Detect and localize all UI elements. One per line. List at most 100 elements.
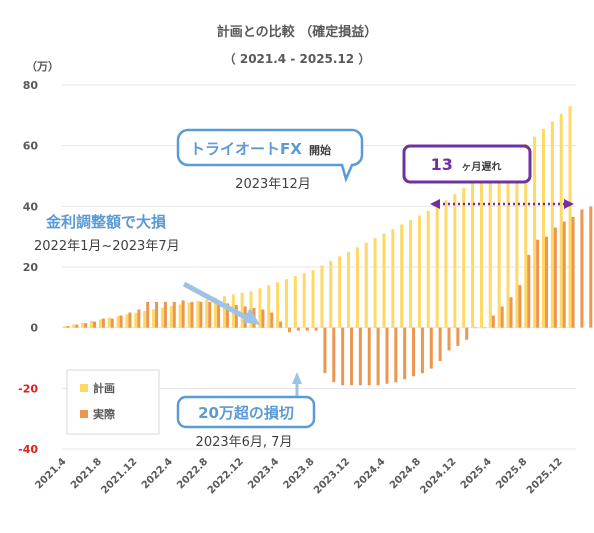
bar-actual — [509, 297, 513, 328]
bar-actual — [305, 327, 309, 331]
bar-plan — [568, 106, 572, 328]
bar-plan — [488, 169, 492, 328]
bar-actual — [367, 327, 371, 386]
x-tick-label: 2025.12 — [525, 456, 565, 496]
bar-actual — [536, 239, 540, 328]
x-tick-label: 2022.8 — [175, 456, 210, 491]
legend-swatch-plan — [80, 384, 88, 392]
bar-plan — [320, 265, 324, 328]
bar-actual — [84, 323, 88, 328]
bar-actual — [119, 315, 123, 328]
bar-actual — [491, 315, 495, 328]
bar-plan — [249, 291, 253, 328]
legend-label-plan: 計画 — [93, 381, 115, 395]
bar-actual — [571, 216, 575, 328]
delay-number: 13 — [431, 155, 453, 174]
bar-plan — [382, 233, 386, 328]
y-tick-label: 60 — [23, 140, 39, 153]
bar-actual — [429, 327, 433, 369]
bar-plan — [116, 316, 120, 328]
bar-actual — [128, 312, 132, 328]
svg-text:13 ヶ月遅れ: 13 ヶ月遅れ — [431, 155, 502, 174]
bar-plan — [240, 292, 244, 328]
fx-start-date: 2023年12月 — [235, 177, 311, 192]
bars — [63, 106, 593, 386]
bar-actual — [261, 309, 265, 328]
x-tick-label: 2025.8 — [494, 456, 529, 491]
bar-plan — [471, 182, 475, 328]
bar-plan — [329, 260, 333, 328]
x-tick-label: 2022.12 — [206, 456, 246, 496]
bar-plan — [462, 188, 466, 328]
x-tick-label: 2024.8 — [388, 456, 423, 491]
bar-plan — [178, 304, 182, 328]
bar-plan — [347, 251, 351, 328]
delay-unit: ヶ月遅れ — [461, 161, 501, 173]
bar-plan — [169, 306, 173, 328]
bar-plan — [559, 113, 563, 328]
adjust-period: 2022年1月~2023年7月 — [34, 239, 180, 254]
bar-actual — [172, 301, 176, 328]
bar-plan — [152, 309, 156, 328]
legend-swatch-actual — [80, 410, 88, 418]
bar-plan — [196, 300, 200, 328]
bar-plan — [550, 121, 554, 328]
bar-actual — [376, 327, 380, 386]
bar-plan — [90, 320, 94, 328]
chart-subtitle: （ 2021.4 - 2025.12 ） — [224, 51, 371, 66]
annotation-loss-cut: 20万超の損切 2023年6月, 7月 — [176, 372, 316, 450]
bar-actual — [101, 318, 105, 328]
bar-plan — [391, 229, 395, 328]
bar-actual — [217, 301, 221, 328]
bar-plan — [63, 326, 67, 328]
y-tick-label: 20 — [23, 261, 39, 274]
x-tick-label: 2024.12 — [418, 456, 458, 496]
bar-actual — [163, 301, 167, 328]
bar-actual — [66, 326, 70, 328]
bar-actual — [482, 327, 486, 329]
y-tick-label: 80 — [23, 79, 39, 92]
x-tick-label: 2025.4 — [459, 456, 494, 491]
bar-plan — [72, 324, 76, 328]
bar-plan — [400, 224, 404, 328]
y-tick-label: 40 — [23, 200, 39, 213]
bar-plan — [267, 285, 271, 328]
bar-actual — [465, 327, 469, 340]
bar-plan — [160, 307, 164, 328]
bar-plan — [453, 194, 457, 328]
x-tick-label: 2023.4 — [246, 456, 281, 491]
bar-actual — [93, 321, 97, 328]
bar-plan — [302, 273, 306, 328]
bar-actual — [580, 209, 584, 328]
bar-plan — [134, 312, 138, 328]
bar-plan — [524, 144, 528, 328]
bar-plan — [364, 242, 368, 328]
bar-actual — [562, 221, 566, 328]
bar-actual — [341, 327, 345, 386]
loss-cut-title: 20万超の損切 — [198, 404, 294, 422]
bar-actual — [412, 327, 416, 377]
bar-plan — [125, 314, 129, 328]
bar-actual — [323, 327, 327, 374]
chart-title: 計画との比較 （確定損益） — [217, 24, 377, 40]
bar-plan — [293, 276, 297, 328]
bar-actual — [270, 312, 274, 328]
bar-actual — [137, 309, 141, 328]
bar-actual — [358, 327, 362, 386]
x-tick-label: 2021.4 — [33, 456, 68, 491]
bar-actual — [208, 301, 212, 328]
bar-plan — [435, 206, 439, 328]
x-tick-label: 2021.12 — [99, 456, 139, 496]
bar-actual — [181, 300, 185, 328]
x-tick-label: 2024.4 — [353, 456, 388, 491]
bar-actual — [456, 327, 460, 346]
bar-plan — [417, 215, 421, 328]
y-tick-label: 0 — [30, 322, 38, 335]
bar-plan — [444, 200, 448, 328]
bar-plan — [338, 256, 342, 328]
bar-actual — [474, 327, 478, 329]
bar-actual — [403, 327, 407, 380]
bar-plan — [107, 317, 111, 328]
